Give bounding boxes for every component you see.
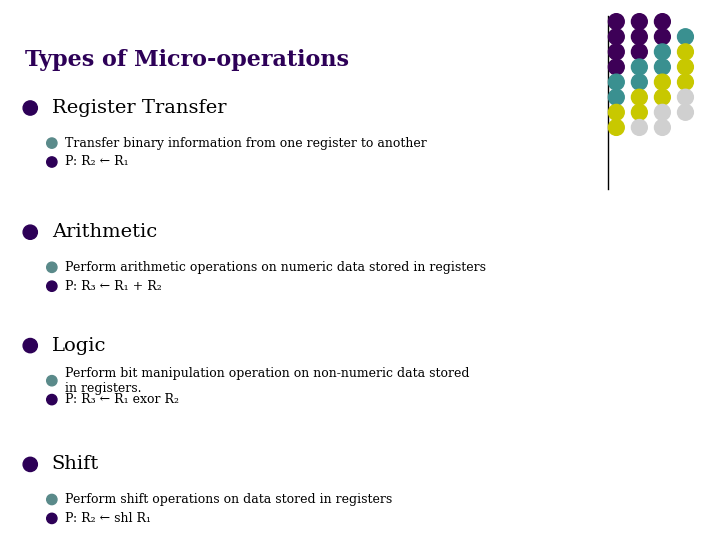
Text: P: R₃ ← R₁ exor R₂: P: R₃ ← R₁ exor R₂ <box>65 393 179 406</box>
Text: Transfer binary information from one register to another: Transfer binary information from one reg… <box>65 137 426 150</box>
Text: Arithmetic: Arithmetic <box>52 223 157 241</box>
Text: Types of Micro-operations: Types of Micro-operations <box>25 49 349 71</box>
Text: Register Transfer: Register Transfer <box>52 99 226 117</box>
Text: P: R₂ ← shl R₁: P: R₂ ← shl R₁ <box>65 512 150 525</box>
Text: P: R₃ ← R₁ + R₂: P: R₃ ← R₁ + R₂ <box>65 280 161 293</box>
Text: Perform shift operations on data stored in registers: Perform shift operations on data stored … <box>65 493 392 506</box>
Text: Perform arithmetic operations on numeric data stored in registers: Perform arithmetic operations on numeric… <box>65 261 486 274</box>
Text: P: R₂ ← R₁: P: R₂ ← R₁ <box>65 156 128 168</box>
Text: Perform bit manipulation operation on non-numeric data stored
in registers.: Perform bit manipulation operation on no… <box>65 367 469 395</box>
Text: Shift: Shift <box>52 455 99 474</box>
Text: Logic: Logic <box>52 336 107 355</box>
